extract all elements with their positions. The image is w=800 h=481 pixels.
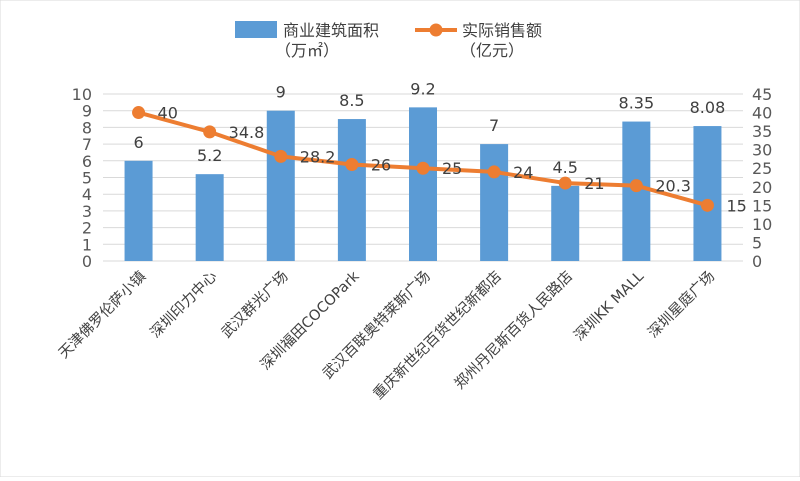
y-left-tick-label: 5 xyxy=(82,169,92,188)
line-point xyxy=(558,176,572,190)
y-right-tick-label: 40 xyxy=(752,104,772,123)
y-left-tick-label: 3 xyxy=(82,202,92,221)
line-series xyxy=(132,106,714,212)
line-value-label: 28.2 xyxy=(300,147,336,166)
legend-line-marker xyxy=(429,23,443,37)
line-value-label: 25 xyxy=(442,159,462,178)
bar-value-label: 8.08 xyxy=(690,98,726,117)
bar xyxy=(337,119,366,261)
line-point xyxy=(487,165,501,179)
y-right-tick-label: 10 xyxy=(752,215,772,234)
y-right-tick-label: 0 xyxy=(752,252,762,271)
bar-value-label: 8.5 xyxy=(339,91,364,110)
bar xyxy=(409,107,437,261)
legend-bar-swatch xyxy=(235,21,277,38)
y-right-tick-label: 15 xyxy=(752,196,772,215)
y-left-tick-label: 7 xyxy=(82,135,92,154)
y-right-tick-label: 30 xyxy=(752,141,772,160)
line-point xyxy=(203,125,217,139)
legend-bar-unit: （万㎡） xyxy=(275,41,339,60)
bar-value-label: 4.5 xyxy=(552,158,577,177)
line-point xyxy=(345,158,359,172)
y-left-tick-label: 1 xyxy=(82,235,92,254)
bar xyxy=(693,126,722,262)
y-left-tick-label: 6 xyxy=(82,152,92,171)
legend-bar-label: 商业建筑面积 xyxy=(283,21,379,40)
line-value-label: 20.3 xyxy=(655,177,691,196)
legend: 商业建筑面积（万㎡） 实际销售额（亿元） xyxy=(235,21,542,60)
line-point xyxy=(629,179,643,193)
bar-value-label: 5.2 xyxy=(197,146,222,165)
y-left-tick-label: 8 xyxy=(82,118,92,137)
y-left-tick-label: 0 xyxy=(82,252,92,271)
line-value-label: 40 xyxy=(158,104,178,123)
y-left-tick-label: 4 xyxy=(82,185,92,204)
line-value-label: 26 xyxy=(371,156,391,175)
y-right-tick-label: 20 xyxy=(752,178,772,197)
line-value-label: 24 xyxy=(513,163,533,182)
bar-value-label: 9 xyxy=(276,83,286,102)
data-labels: 6 5.2 9 8.5 9.2 7 4.5 8.35 8.08 40 34.8 28.2 26 25 24 2… xyxy=(133,79,746,215)
y-right-tick-label: 45 xyxy=(752,85,772,104)
y-right-tick-label: 25 xyxy=(752,159,772,178)
line-point xyxy=(700,198,714,212)
bar-series xyxy=(124,107,722,262)
legend-line-unit: （亿元） xyxy=(460,41,524,60)
line-value-label: 15 xyxy=(726,196,746,215)
line-point xyxy=(274,149,288,163)
legend-line-label: 实际销售额 xyxy=(462,21,542,40)
y-left-tick-label: 10 xyxy=(72,85,92,104)
line-point xyxy=(132,106,146,120)
y-right-tick-label: 35 xyxy=(752,122,772,141)
y-right-tick-label: 5 xyxy=(752,233,762,252)
bar xyxy=(480,144,509,261)
bar-value-label: 7 xyxy=(489,116,499,135)
bar-value-label: 8.35 xyxy=(619,94,655,113)
line-value-label: 34.8 xyxy=(229,123,265,142)
bar-value-label: 9.2 xyxy=(410,79,435,98)
line-point xyxy=(416,161,430,175)
bar xyxy=(124,160,153,261)
bar-value-label: 6 xyxy=(133,133,143,152)
bar xyxy=(195,174,224,261)
y-left-tick-label: 2 xyxy=(82,219,92,238)
y-left-tick-label: 9 xyxy=(82,102,92,121)
line-value-label: 21 xyxy=(584,174,604,193)
bar xyxy=(266,110,295,261)
bar xyxy=(551,185,580,261)
